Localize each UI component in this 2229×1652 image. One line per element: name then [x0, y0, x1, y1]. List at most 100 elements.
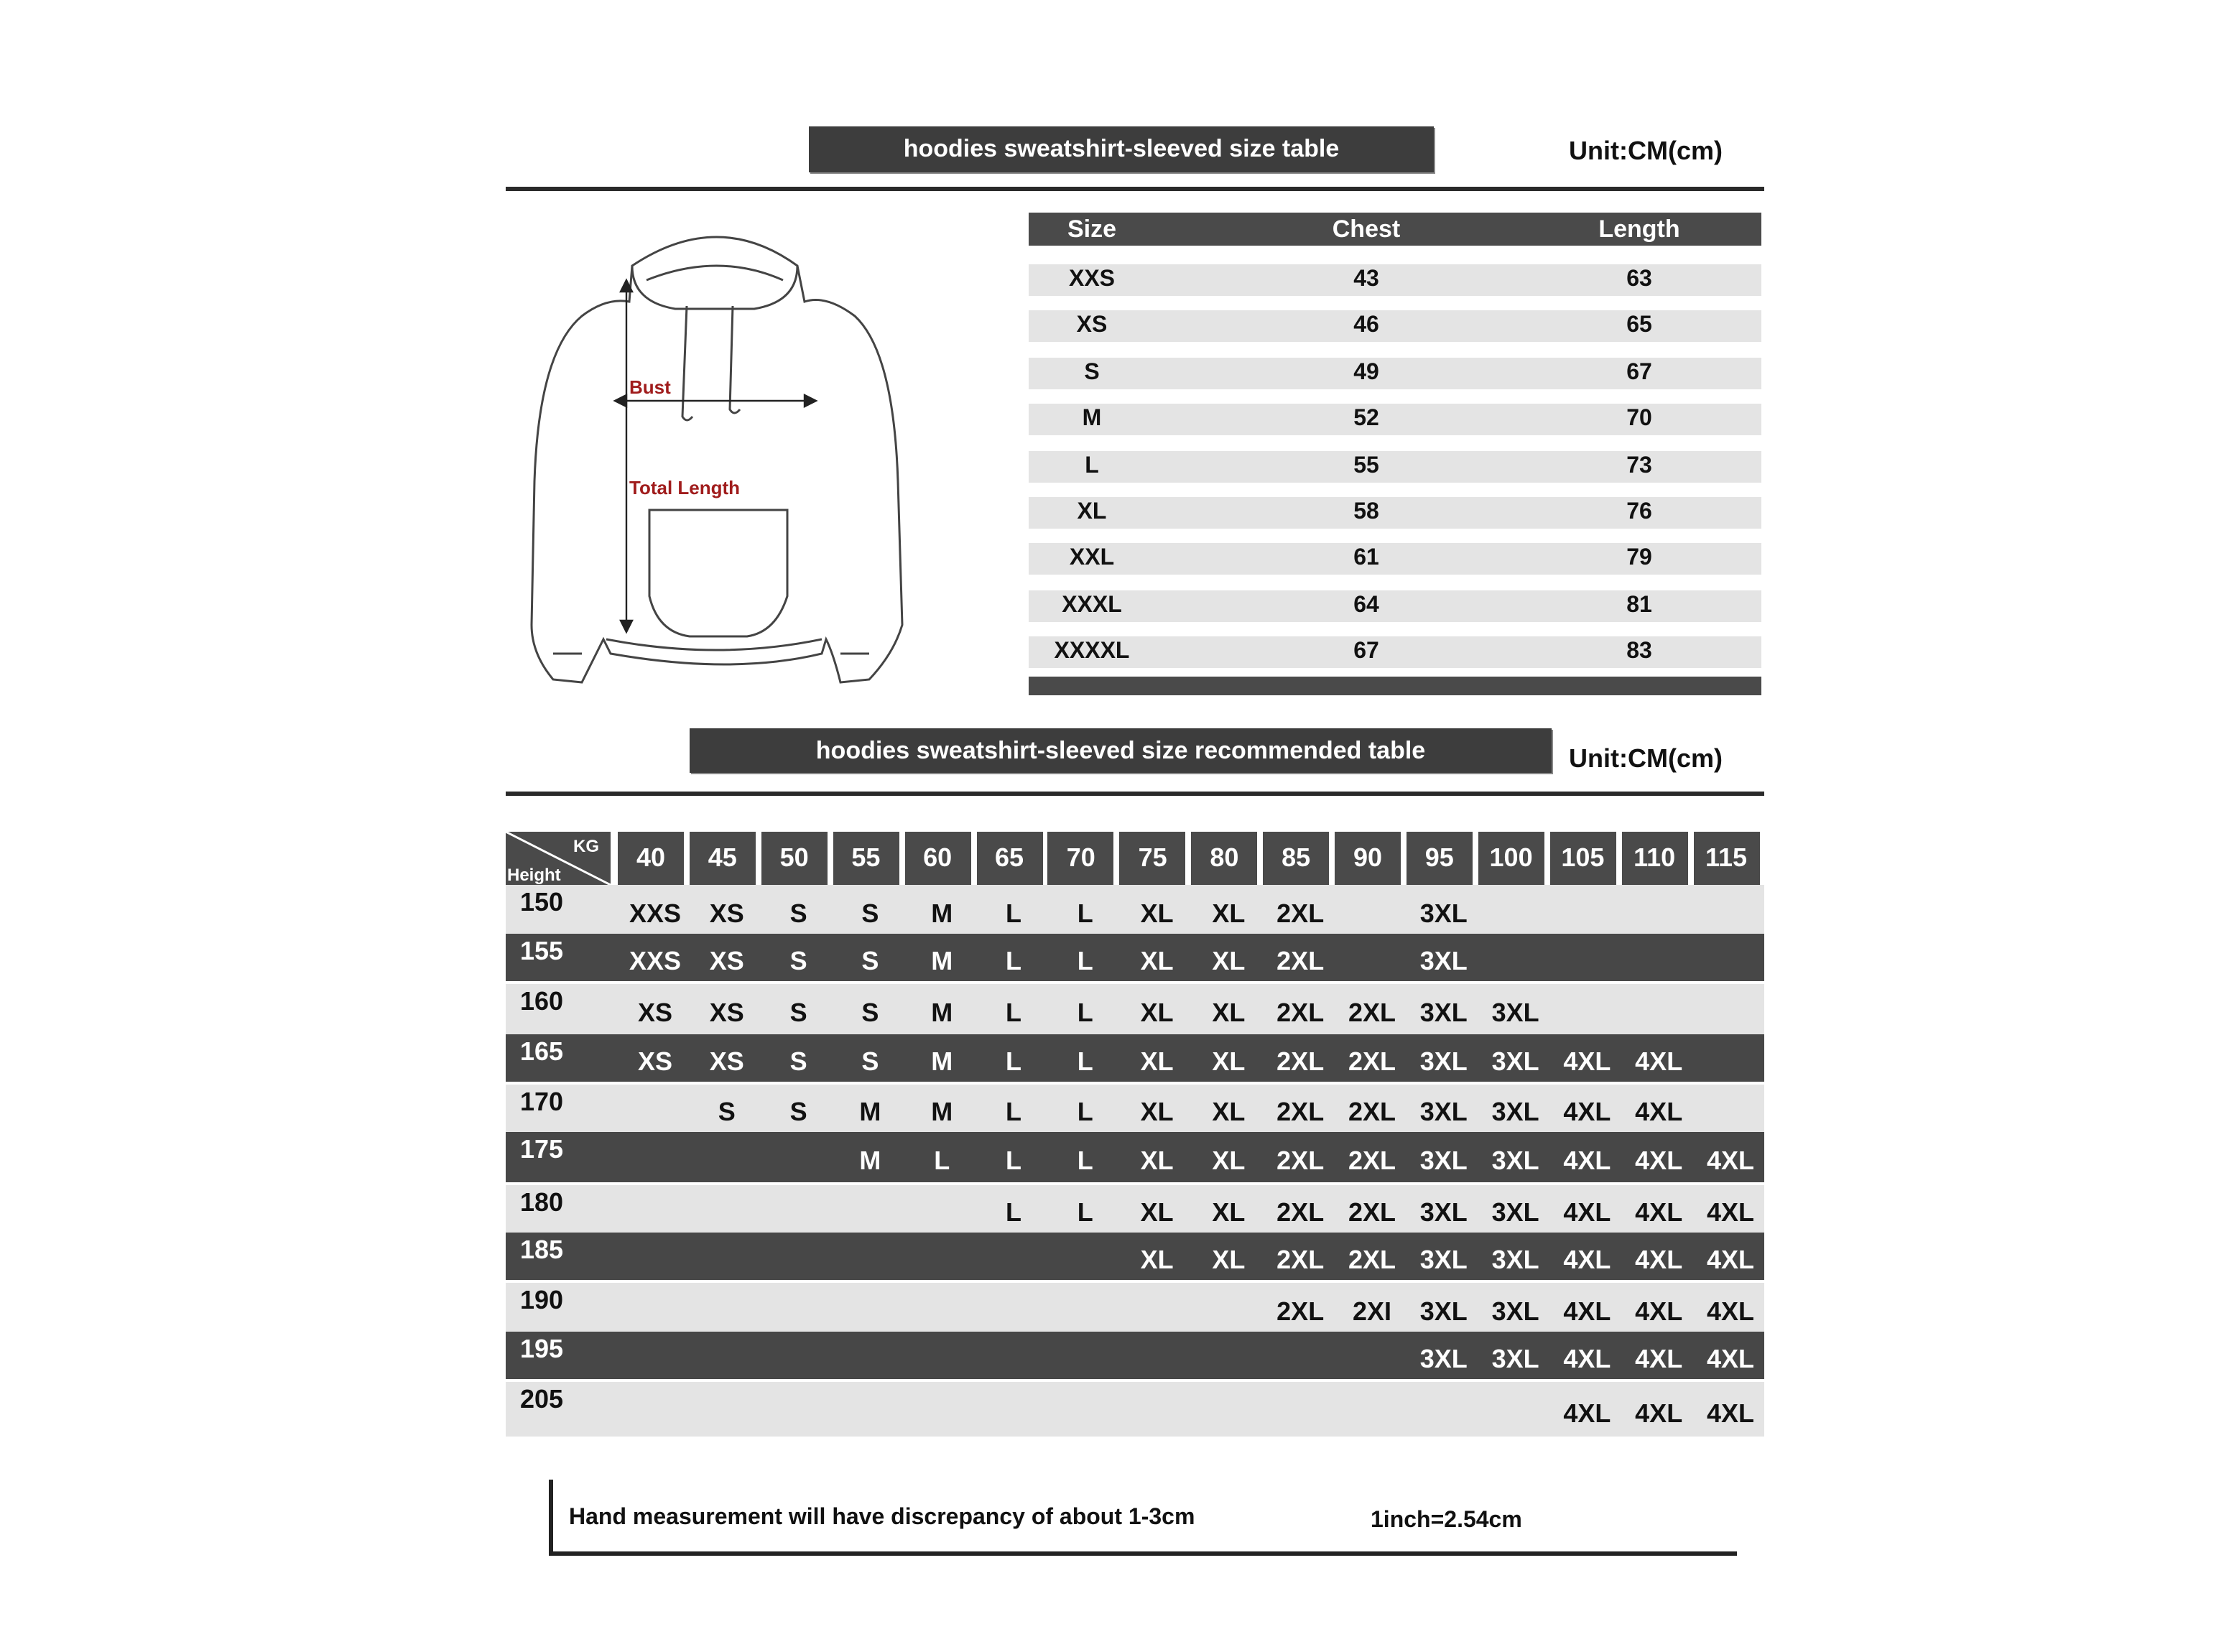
size-cell: L: [1006, 1146, 1021, 1175]
size-cell: M: [1082, 407, 1102, 432]
size-cell: [1335, 1332, 1409, 1379]
size-cell: [1693, 1085, 1768, 1132]
recommended-row: 170 S S M M L L XL XL 2XL 2XL 3XL 3XL 4XL 4XL: [506, 1085, 1764, 1132]
size-cell: [690, 1185, 764, 1233]
size-cell: 3XL: [1419, 1345, 1468, 1373]
size-cell: [1478, 934, 1553, 981]
size-cell: XS: [637, 1047, 672, 1076]
height-cell: 205: [520, 1385, 564, 1414]
inch-conversion: 1inch=2.54cm: [1371, 1508, 1522, 1533]
recommended-row: 155 XXS XS S S M L L XL XL 2XL 3XL: [506, 934, 1764, 981]
size-cell: XL: [1212, 998, 1246, 1027]
size-cell: XL: [1212, 1098, 1246, 1126]
height-cell: 185: [520, 1235, 564, 1264]
size-cell: 2XL: [1276, 1098, 1325, 1126]
size-cell: M: [931, 1047, 953, 1076]
size-cell: [1048, 1283, 1123, 1332]
size-cell: 3XL: [1491, 1146, 1539, 1175]
height-cell: 165: [520, 1037, 564, 1066]
size-cell: 4XL: [1706, 1198, 1754, 1227]
recommended-row: 185 XL XL 2XL 2XL 3XL 3XL 4XL 4XL 4XL: [506, 1233, 1764, 1280]
header-chest: Chest: [1332, 215, 1401, 242]
size-cell: 4XL: [1706, 1146, 1754, 1175]
size-cell: L: [934, 1146, 950, 1175]
size-cell: 2XL: [1276, 899, 1325, 927]
divider: [506, 792, 1764, 796]
weight-header: 115: [1693, 832, 1759, 885]
size-cell: S: [718, 1098, 736, 1126]
size-cell: L: [1006, 899, 1021, 927]
footer-left-rule: [549, 1480, 553, 1556]
chest-cell: 64: [1353, 593, 1379, 618]
size-cell: [1693, 934, 1768, 981]
chest-cell: 49: [1353, 360, 1379, 385]
size-cell: S: [789, 947, 807, 975]
size-cell: [904, 1332, 979, 1379]
weight-header: 105: [1549, 832, 1616, 885]
size-cell: [1191, 1283, 1266, 1332]
weight-header: 60: [904, 832, 971, 885]
size-cell: XS: [709, 998, 744, 1027]
size-table-row: XL 58 76: [1029, 497, 1761, 529]
chest-cell: 67: [1353, 639, 1379, 664]
size-cell: XL: [1212, 1198, 1246, 1227]
size-cell: XXL: [1069, 546, 1115, 571]
size-cell: XL: [1212, 1146, 1246, 1175]
size-cell: [976, 1332, 1051, 1379]
size-cell: [618, 1085, 692, 1132]
size-cell: XL: [1212, 899, 1246, 927]
size-cell: [1693, 1034, 1768, 1082]
size-table-row: XXL 61 79: [1029, 543, 1761, 575]
size-cell: 4XL: [1635, 1245, 1683, 1274]
size-cell: [1191, 1332, 1266, 1379]
size-cell: 2XL: [1276, 1146, 1325, 1175]
size-cell: 2XL: [1276, 1198, 1325, 1227]
size-cell: 4XL: [1635, 1198, 1683, 1227]
size-cell: 4XL: [1635, 1146, 1683, 1175]
size-cell: [1335, 885, 1409, 934]
size-cell: L: [1077, 998, 1093, 1027]
size-cell: L: [1077, 1146, 1093, 1175]
size-cell: S: [861, 947, 879, 975]
weight-header: 90: [1335, 832, 1401, 885]
chest-cell: 58: [1353, 500, 1379, 524]
size-cell: 4XL: [1706, 1398, 1754, 1427]
size-cell: [761, 1185, 836, 1233]
size-cell: [618, 1283, 692, 1332]
header-size: Size: [1067, 215, 1117, 242]
size-cell: L: [1006, 947, 1021, 975]
size-cell: [690, 1332, 764, 1379]
height-cell: 150: [520, 888, 564, 917]
size-cell: [1191, 1382, 1266, 1437]
size-cell: XS: [1076, 313, 1108, 338]
diagonal-divider: [506, 832, 611, 885]
chest-cell: 52: [1353, 407, 1379, 432]
size-cell: XXS: [1068, 267, 1115, 292]
size-cell: [761, 1382, 836, 1437]
size-cell: 3XL: [1491, 998, 1539, 1027]
size-cell: 4XL: [1635, 1047, 1683, 1076]
size-cell: XXXL: [1062, 593, 1122, 618]
size-cell: 2XL: [1276, 998, 1325, 1027]
size-cell: 4XL: [1563, 1098, 1611, 1126]
size-cell: 2XL: [1276, 947, 1325, 975]
chest-cell: 46: [1353, 313, 1379, 338]
total-length-label: Total Length: [629, 477, 741, 498]
size-cell: [618, 1185, 692, 1233]
size-cell: [904, 1233, 979, 1280]
size-cell: [1693, 885, 1768, 934]
size-cell: M: [859, 1098, 881, 1126]
size-cell: 2XL: [1348, 1146, 1396, 1175]
size-cell: XXS: [629, 947, 682, 975]
size-cell: 2XL: [1348, 1047, 1396, 1076]
size-cell: [1120, 1382, 1195, 1437]
size-cell: 4XL: [1706, 1245, 1754, 1274]
size-cell: 3XL: [1419, 1198, 1468, 1227]
size-cell: [1048, 1382, 1123, 1437]
size-table-row: XXXXL 67 83: [1029, 636, 1761, 669]
size-table-row: XXS 43 63: [1029, 264, 1761, 296]
length-cell: 83: [1626, 639, 1652, 664]
recommended-row: 175 M L L L XL XL 2XL 2XL 3XL 3XL 4XL 4XL 4XL: [506, 1132, 1764, 1182]
size-cell: XXS: [629, 899, 682, 927]
length-cell: 67: [1626, 360, 1652, 385]
